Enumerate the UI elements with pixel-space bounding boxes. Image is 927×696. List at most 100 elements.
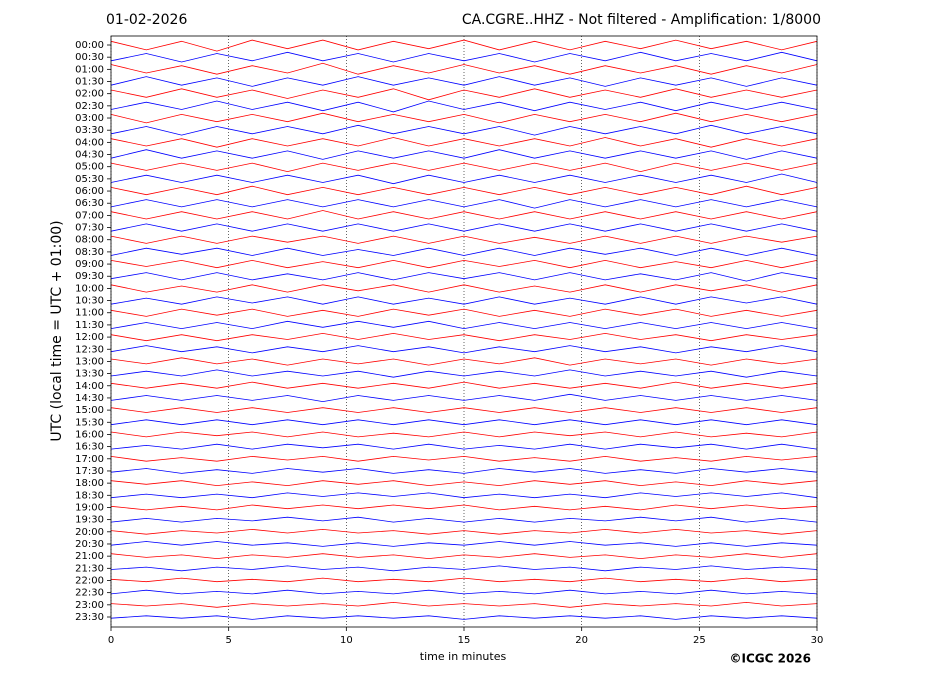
x-tick-label: 20 <box>575 635 588 646</box>
trace <box>110 468 818 474</box>
y-tick-label: 01:30 <box>75 77 104 88</box>
y-tick-label: 15:30 <box>75 417 104 428</box>
y-tick-label: 22:30 <box>75 588 104 599</box>
y-tick-label: 14:30 <box>75 393 104 404</box>
y-tick-label: 17:30 <box>75 466 104 477</box>
y-tick-label: 18:30 <box>75 490 104 501</box>
y-tick-label: 17:00 <box>75 454 104 465</box>
trace <box>110 553 818 560</box>
x-tick-label: 0 <box>108 635 114 646</box>
trace <box>110 100 818 113</box>
y-tick-label: 14:00 <box>75 381 104 392</box>
trace <box>110 112 818 124</box>
y-tick-label: 23:00 <box>75 600 104 611</box>
x-tick-label: 5 <box>225 635 231 646</box>
y-tick-label: 07:00 <box>75 210 104 221</box>
y-tick-label: 13:30 <box>75 369 104 380</box>
y-tick-label: 10:30 <box>75 296 104 307</box>
y-tick-label: 20:00 <box>75 527 104 538</box>
trace <box>110 185 818 196</box>
y-tick-label: 05:30 <box>75 174 104 185</box>
y-tick-label: 11:00 <box>75 308 104 319</box>
y-tick-label: 00:00 <box>75 40 104 51</box>
trace <box>110 480 818 487</box>
y-tick-label: 06:00 <box>75 186 104 197</box>
x-tick-label: 15 <box>458 635 471 646</box>
trace <box>110 296 818 305</box>
y-tick-label: 09:00 <box>75 259 104 270</box>
trace <box>110 419 818 426</box>
trace <box>110 577 818 583</box>
copyright: ©ICGC 2026 <box>729 652 811 666</box>
trace <box>110 541 818 547</box>
trace <box>110 443 818 450</box>
trace <box>110 235 818 244</box>
trace <box>110 199 818 209</box>
trace <box>110 393 818 403</box>
y-tick-label: 07:30 <box>75 223 104 234</box>
y-tick-label: 18:00 <box>75 478 104 489</box>
plot-frame <box>110 35 818 628</box>
trace <box>110 162 818 173</box>
y-tick-label: 02:00 <box>75 89 104 100</box>
trace <box>110 223 818 232</box>
trace <box>110 173 818 185</box>
trace <box>110 272 818 282</box>
y-tick-label: 05:00 <box>75 162 104 173</box>
y-tick-label: 22:00 <box>75 575 104 586</box>
trace <box>110 381 818 389</box>
trace <box>110 210 818 220</box>
trace <box>110 124 818 136</box>
trace <box>110 504 818 511</box>
trace <box>110 76 818 87</box>
trace <box>110 516 818 523</box>
trace <box>110 39 818 52</box>
y-tick-label: 04:30 <box>75 150 104 161</box>
trace <box>110 332 818 342</box>
trace <box>110 284 818 293</box>
y-tick-label: 03:00 <box>75 113 104 124</box>
y-tick-label: 08:30 <box>75 247 104 258</box>
y-tick-label: 13:00 <box>75 356 104 367</box>
trace <box>110 492 818 499</box>
trace <box>110 369 818 378</box>
x-tick-label: 10 <box>340 635 353 646</box>
y-tick-label: 21:00 <box>75 551 104 562</box>
y-tick-label: 04:00 <box>75 137 104 148</box>
chart-date: 01-02-2026 <box>106 12 187 28</box>
trace <box>110 259 818 269</box>
y-tick-label: 12:00 <box>75 332 104 343</box>
trace <box>110 247 818 256</box>
y-tick-label: 21:30 <box>75 563 104 574</box>
trace <box>110 149 818 160</box>
y-tick-label: 16:30 <box>75 442 104 453</box>
y-tick-label: 20:30 <box>75 539 104 550</box>
trace <box>110 601 818 608</box>
y-tick-label: 09:30 <box>75 271 104 282</box>
y-tick-label: 12:30 <box>75 344 104 355</box>
y-axis-label: UTC (local time = UTC + 01:00) <box>49 220 65 441</box>
y-tick-label: 19:30 <box>75 515 104 526</box>
trace <box>110 589 818 595</box>
trace <box>110 320 818 330</box>
trace <box>110 528 818 535</box>
y-tick-label: 15:00 <box>75 405 104 416</box>
y-tick-label: 19:00 <box>75 502 104 513</box>
chart-title: CA.CGRE..HHZ - Not filtered - Amplificat… <box>462 12 821 28</box>
trace <box>110 88 818 101</box>
x-axis-label: time in minutes <box>420 650 507 663</box>
trace <box>110 345 818 354</box>
y-tick-label: 11:30 <box>75 320 104 331</box>
trace <box>110 455 818 462</box>
trace <box>110 357 818 366</box>
trace <box>110 62 818 75</box>
x-tick-label: 25 <box>693 635 706 646</box>
y-tick-label: 16:00 <box>75 429 104 440</box>
y-tick-label: 02:30 <box>75 101 104 112</box>
trace <box>110 407 818 413</box>
y-tick-label: 23:30 <box>75 612 104 623</box>
y-tick-label: 00:30 <box>75 52 104 63</box>
y-tick-label: 03:30 <box>75 125 104 136</box>
